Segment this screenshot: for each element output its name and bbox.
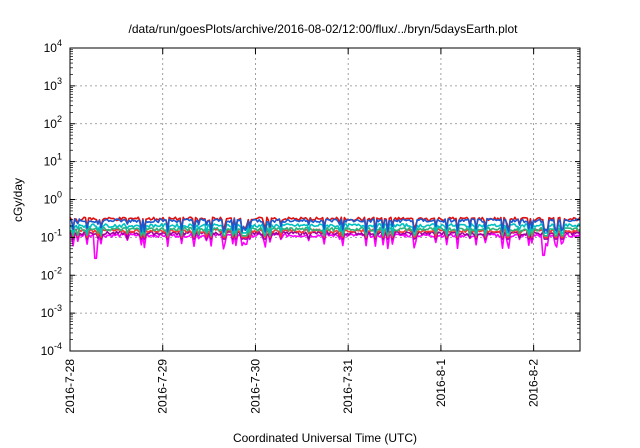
- y-tick-exponent: 2: [57, 114, 62, 124]
- series-group: [69, 216, 581, 260]
- y-tick-exponent: -1: [54, 227, 62, 237]
- y-tick-label: 102: [44, 114, 62, 131]
- x-tick-label: 2016-7-28: [63, 359, 77, 414]
- y-tick-exponent: 4: [57, 38, 62, 48]
- y-tick-label: 103: [44, 76, 62, 93]
- x-tick-label: 2016-7-30: [248, 359, 262, 414]
- x-axis: 2016-7-28 2016-7-29 2016-7-30 2016-7-31 2016…: [63, 48, 541, 414]
- y-tick-label: 10-2: [41, 265, 62, 282]
- y-tick-exponent: -2: [54, 265, 62, 275]
- y-tick-label: 10-4: [41, 341, 62, 358]
- chart-title: /data/run/goesPlots/archive/2016-08-02/1…: [129, 22, 519, 36]
- x-tick-label: 2016-8-1: [434, 359, 448, 407]
- y-tick-label: 100: [44, 190, 62, 207]
- y-tick-exponent: 1: [57, 152, 62, 162]
- y-tick-exponent: -4: [54, 341, 62, 351]
- y-tick-exponent: 0: [57, 190, 62, 200]
- grid: [69, 47, 580, 352]
- x-axis-label: Coordinated Universal Time (UTC): [233, 431, 417, 445]
- series-line: [69, 218, 581, 233]
- y-tick-exponent: 3: [57, 76, 62, 86]
- x-tick-label: 2016-7-31: [341, 359, 355, 414]
- y-tick-exponent: -3: [54, 303, 62, 313]
- y-tick-label: 104: [44, 38, 62, 55]
- x-tick-label: 2016-8-2: [527, 359, 541, 407]
- y-tick-label: 101: [44, 152, 62, 169]
- x-tick-label: 2016-7-29: [156, 359, 170, 414]
- y-tick-label: 10-1: [41, 227, 62, 244]
- series-line: [69, 223, 581, 234]
- y-axis-label: cGy/day: [11, 178, 25, 222]
- y-tick-label: 10-3: [41, 303, 62, 320]
